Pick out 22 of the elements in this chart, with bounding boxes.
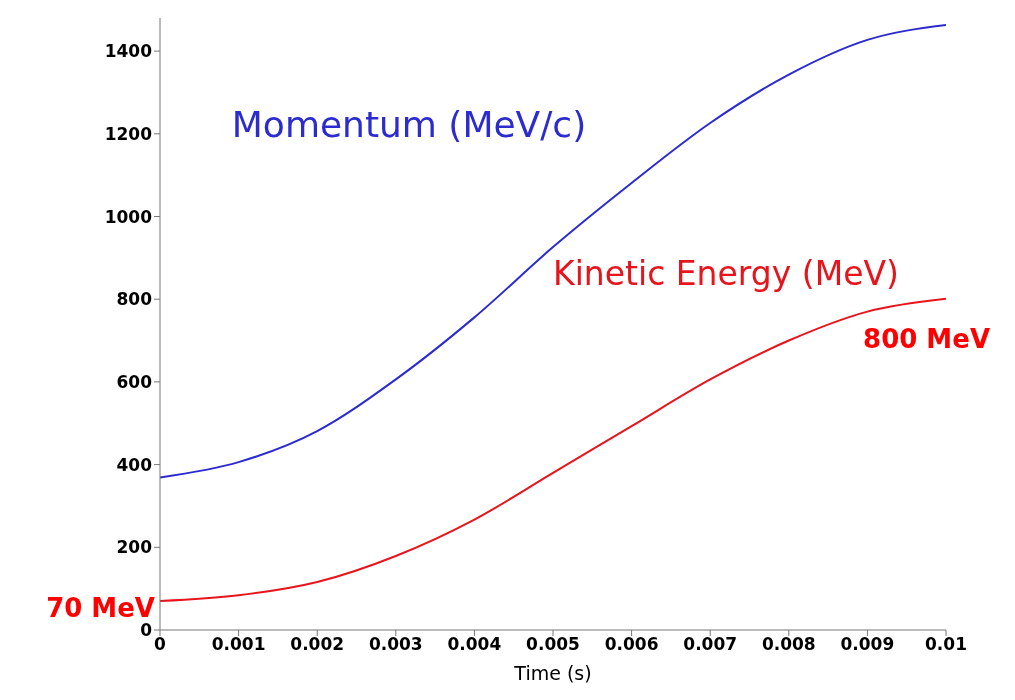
y-tick-label: 800: [116, 289, 153, 310]
series-label: Kinetic Energy (MeV): [553, 253, 899, 293]
x-tick-label: 0.006: [604, 634, 659, 655]
y-tick-label: 400: [116, 454, 153, 475]
x-tick-label: 0.004: [447, 634, 502, 655]
y-tick-label: 1000: [104, 206, 153, 227]
y-tick-label: 600: [116, 371, 153, 392]
x-tick-label: 0.007: [683, 634, 738, 655]
x-tick-label: 0.005: [526, 634, 580, 655]
x-tick-label: 0.01: [925, 634, 967, 655]
y-tick-label: 1200: [104, 123, 153, 144]
x-tick-label: 0.008: [761, 634, 816, 655]
y-tick-label: 200: [116, 537, 153, 558]
x-tick-label: 0.009: [840, 634, 895, 655]
x-tick-label: 0.002: [290, 634, 345, 655]
x-axis-title: Time (s): [513, 662, 592, 684]
x-tick-label: 0.001: [211, 634, 266, 655]
x-tick-label: 0.003: [368, 634, 423, 655]
annotation: 800 MeV: [863, 324, 990, 355]
series-label: Momentum (MeV/c): [231, 104, 587, 146]
y-tick-label: 1400: [104, 41, 153, 62]
x-tick-label: 0: [154, 634, 167, 655]
